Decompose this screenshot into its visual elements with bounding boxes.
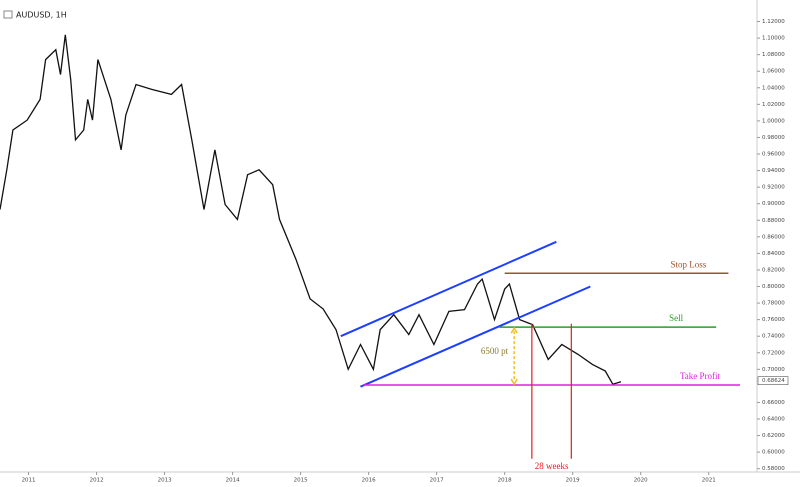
x-tick-label: 2019 <box>566 478 580 484</box>
y-tick-label: 0.74000 <box>762 334 785 340</box>
x-tick-label: 2020 <box>634 478 648 484</box>
x-tick-label: 2016 <box>362 478 376 484</box>
y-tick-label: 0.94000 <box>762 168 785 174</box>
x-tick-label: 2018 <box>498 478 512 484</box>
level-label: Stop Loss <box>671 259 707 269</box>
y-tick-label: 1.10000 <box>762 36 785 42</box>
y-tick-label: 0.60000 <box>762 450 785 456</box>
x-tick-label: 2013 <box>158 478 172 484</box>
y-tick-label: 0.58000 <box>762 466 785 472</box>
last-price-label: 0.68624 <box>762 378 785 384</box>
y-tick-label: 0.76000 <box>762 317 785 323</box>
y-tick-label: 1.06000 <box>762 69 785 75</box>
y-tick-label: 1.00000 <box>762 118 785 124</box>
y-tick-label: 0.88000 <box>762 218 785 224</box>
x-tick-label: 2014 <box>226 478 240 484</box>
y-tick-label: 0.64000 <box>762 417 785 423</box>
y-tick-label: 1.12000 <box>762 19 785 25</box>
y-tick-label: 0.96000 <box>762 152 785 158</box>
duration-label: 28 weeks <box>535 461 569 471</box>
x-tick-label: 2015 <box>294 478 308 484</box>
y-tick-label: 0.66000 <box>762 400 785 406</box>
y-tick-label: 0.62000 <box>762 433 785 439</box>
y-tick-label: 0.72000 <box>762 350 785 356</box>
y-tick-label: 0.84000 <box>762 251 785 257</box>
level-label: Take Profit <box>680 371 721 381</box>
symbol-icon[interactable] <box>3 10 13 19</box>
measure-label: 6500 pt <box>481 346 509 356</box>
chart-title: AUDUSD, 1H <box>16 11 67 20</box>
x-tick-label: 2011 <box>22 478 36 484</box>
y-tick-label: 0.70000 <box>762 367 785 373</box>
y-tick-label: 0.78000 <box>762 301 785 307</box>
y-tick-label: 1.04000 <box>762 85 785 91</box>
last-price-tag <box>757 376 789 385</box>
x-tick-label: 2021 <box>702 478 716 484</box>
price-line <box>0 34 622 385</box>
x-tick-label: 2017 <box>430 478 444 484</box>
channel-line <box>360 285 591 388</box>
y-tick-label: 0.82000 <box>762 267 785 273</box>
level-label: Sell <box>669 313 684 323</box>
y-tick-label: 0.80000 <box>762 284 785 290</box>
y-tick-label: 0.92000 <box>762 185 785 191</box>
y-tick-label: 0.86000 <box>762 234 785 240</box>
x-tick-label: 2012 <box>90 478 104 484</box>
y-tick-label: 0.90000 <box>762 201 785 207</box>
y-tick-label: 1.08000 <box>762 52 785 58</box>
y-tick-label: 1.02000 <box>762 102 785 108</box>
channel-line <box>340 240 557 338</box>
y-tick-label: 0.98000 <box>762 135 785 141</box>
arrow-head <box>510 326 518 386</box>
